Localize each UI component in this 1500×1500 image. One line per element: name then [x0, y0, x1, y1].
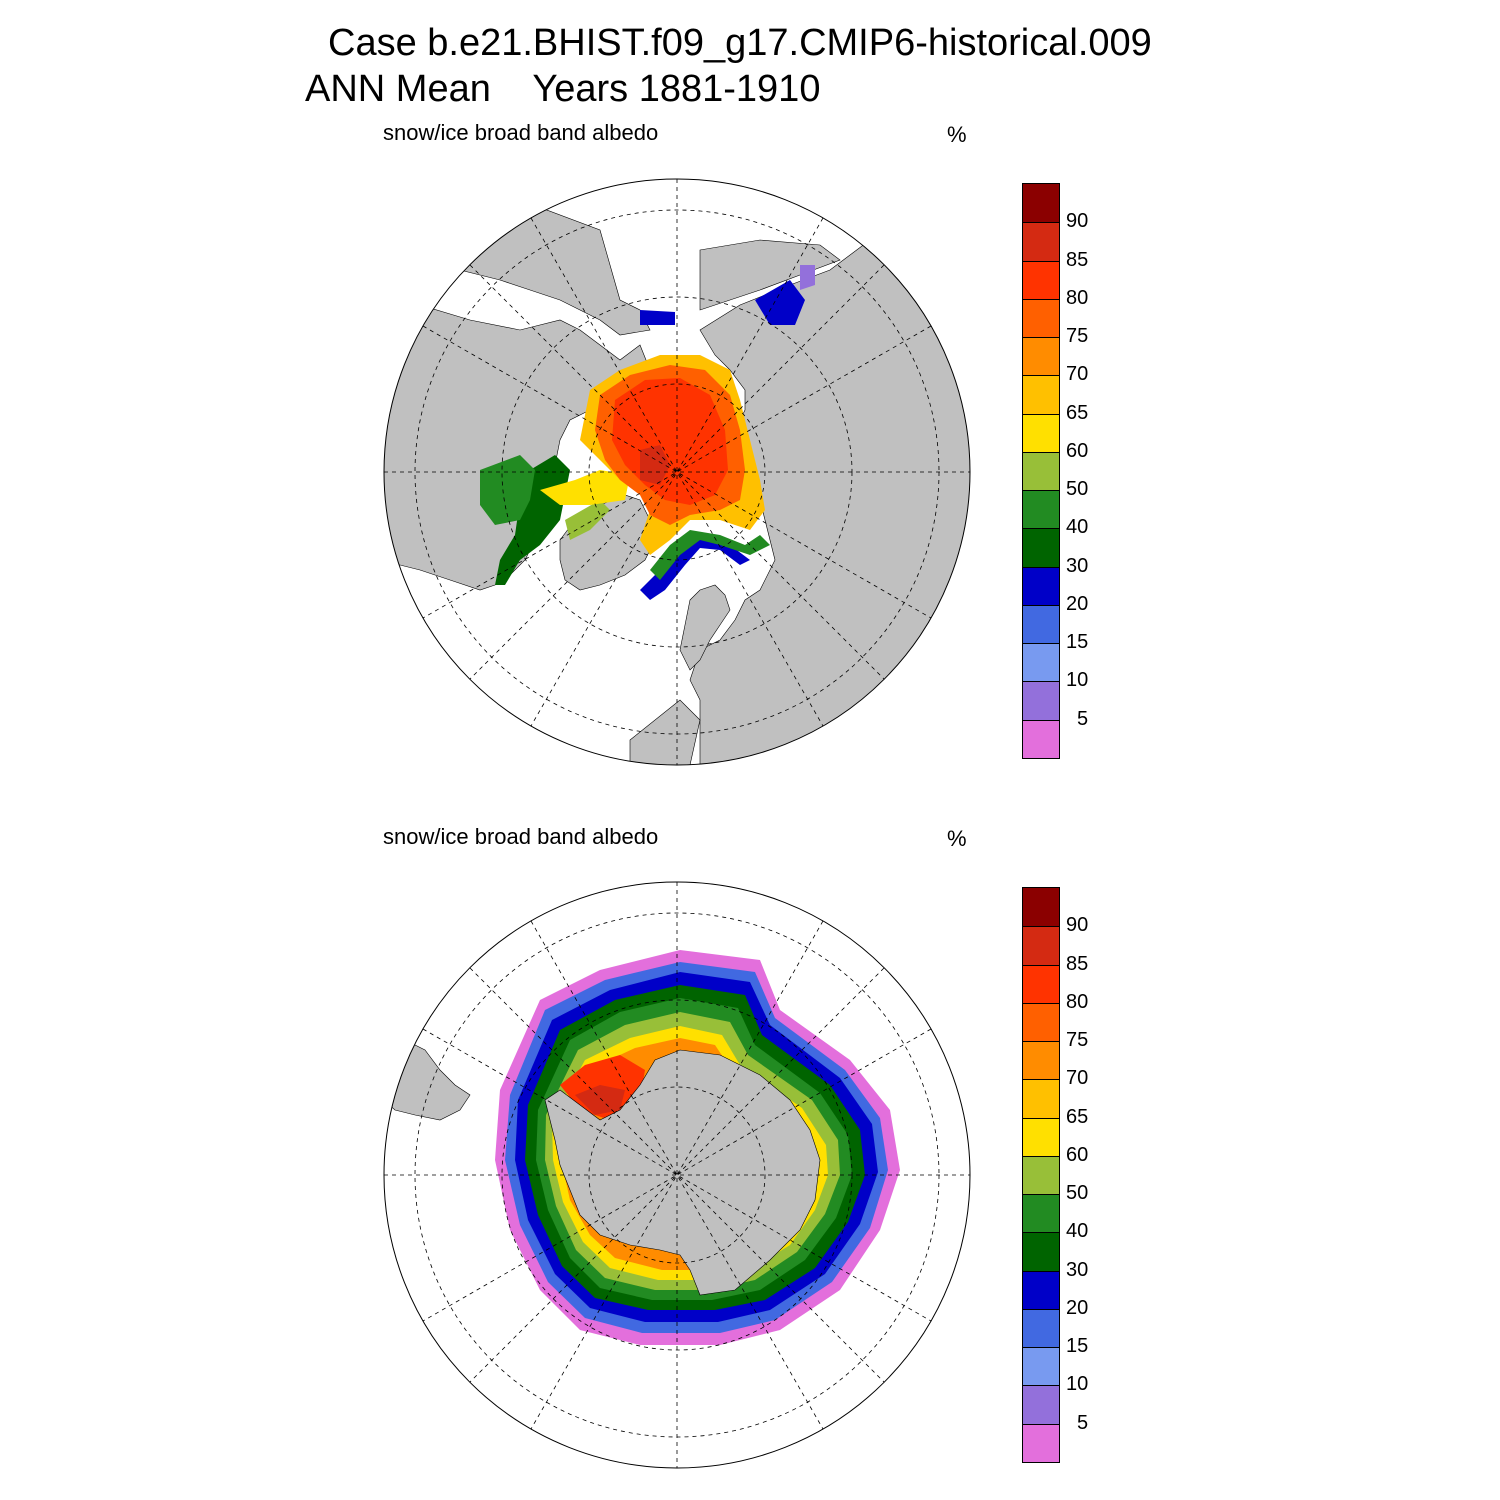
south-graticule: [384, 882, 970, 1468]
south-colorbar-tick-label: 5: [1077, 1411, 1089, 1434]
north-colorbar-tick-label: 60: [1066, 439, 1089, 462]
ice-bering-blue: [755, 280, 805, 325]
ice-atlantic-green: [650, 530, 770, 580]
north-polar-map: [384, 179, 970, 765]
north-colorbar-tick-label: 70: [1066, 363, 1089, 386]
south-colorbar-segment: [1023, 1423, 1059, 1462]
north-colorbar-tick-label: 5: [1077, 707, 1089, 730]
south-colorbar-tick-label: 80: [1066, 990, 1089, 1013]
north-colorbar-segment: [1023, 528, 1059, 567]
north-variable-label: snow/ice broad band albedo: [383, 120, 659, 145]
south-colorbar-tick-label: 75: [1066, 1029, 1089, 1052]
south-colorbar-tick-label: 85: [1066, 952, 1089, 975]
south-units-label: %: [947, 826, 967, 851]
north-colorbar-tick-label: 20: [1066, 592, 1089, 615]
south-colorbar-tick-label: 10: [1066, 1373, 1089, 1396]
north-colorbar-tick-label: 65: [1066, 401, 1089, 424]
north-colorbar-segment: [1023, 413, 1059, 452]
south-colorbar-segment: [1023, 964, 1059, 1003]
land-europe: [679, 584, 731, 671]
north-colorbar-tick-label: 15: [1066, 631, 1089, 654]
south-colorbar-segment: [1023, 1194, 1059, 1233]
south-colorbar-tick-label: 15: [1066, 1335, 1089, 1358]
north-colorbar-segment: [1023, 337, 1059, 376]
north-colorbar-tick-label: 10: [1066, 669, 1089, 692]
north-colorbar-segment: [1023, 260, 1059, 299]
north-graticule: [384, 179, 970, 765]
north-colorbar-segment: [1023, 222, 1059, 261]
south-colorbar-tick-label: 30: [1066, 1258, 1089, 1281]
season-label: ANN Mean: [305, 68, 491, 110]
north-colorbar-segment: [1023, 184, 1059, 223]
south-colorbar-segment: [1023, 1155, 1059, 1195]
north-colorbar-segment: [1023, 375, 1059, 414]
south-colorbar-segment: [1023, 1308, 1059, 1348]
south-colorbar-segment: [1023, 1041, 1059, 1080]
north-colorbar-tick-label: 30: [1066, 554, 1089, 577]
south-variable-label: snow/ice broad band albedo: [383, 824, 659, 849]
south-colorbar-segment: [1023, 1347, 1059, 1386]
south-colorbar-tick-label: 40: [1066, 1220, 1089, 1243]
north-colorbar-segment: [1023, 490, 1059, 529]
north-colorbar-tick-label: 85: [1066, 248, 1089, 271]
north-colorbar-tick-label: 50: [1066, 478, 1089, 501]
north-colorbar-segment: [1023, 681, 1059, 720]
south-colorbar-segment: [1023, 1385, 1059, 1424]
figure-subtitle: ANN Mean Years 1881-1910: [305, 70, 820, 108]
north-colorbar-segment: [1023, 719, 1059, 758]
south-colorbar-tick-label: 60: [1066, 1143, 1089, 1166]
ice-bering-violet: [800, 265, 815, 290]
ice-okhotsk: [640, 310, 675, 325]
north-colorbar-segment: [1023, 643, 1059, 682]
north-units-label: %: [947, 122, 967, 147]
north-colorbar-segment: [1023, 604, 1059, 644]
south-colorbar-tick-label: 20: [1066, 1296, 1089, 1319]
ice-hudson: [480, 455, 535, 525]
south-map-border: [383, 881, 971, 1469]
ice-weddell-max: [575, 1085, 625, 1115]
north-colorbar-tick-label: 90: [1066, 210, 1089, 233]
south-colorbar-segment: [1023, 1079, 1059, 1118]
north-colorbar-segment: [1023, 566, 1059, 605]
south-colorbar-segment: [1023, 926, 1059, 965]
figure-title: Case b.e21.BHIST.f09_g17.CMIP6-historica…: [328, 22, 1152, 64]
north-colorbar: [1022, 183, 1060, 759]
south-colorbar-tick-label: 90: [1066, 914, 1089, 937]
south-colorbar-tick-label: 70: [1066, 1067, 1089, 1090]
south-colorbar-segment: [1023, 1002, 1059, 1042]
north-colorbar-segment: [1023, 451, 1059, 491]
south-colorbar-segment: [1023, 1117, 1059, 1156]
north-map-border: [383, 178, 971, 766]
ice-canadian: [540, 470, 630, 505]
south-colorbar-tick-label: 65: [1066, 1105, 1089, 1128]
south-colorbar-segment: [1023, 888, 1059, 927]
north-colorbar-tick-label: 75: [1066, 325, 1089, 348]
south-colorbar-tick-label: 50: [1066, 1182, 1089, 1205]
south-colorbar-segment: [1023, 1270, 1059, 1309]
south-colorbar: [1022, 887, 1060, 1463]
north-colorbar-segment: [1023, 298, 1059, 338]
north-colorbar-tick-label: 80: [1066, 286, 1089, 309]
north-colorbar-tick-label: 40: [1066, 516, 1089, 539]
land-north-america: [384, 304, 651, 591]
years-label: Years 1881-1910: [532, 68, 821, 110]
land-iberia: [629, 699, 701, 765]
south-polar-map: [384, 882, 970, 1468]
south-colorbar-segment: [1023, 1232, 1059, 1271]
